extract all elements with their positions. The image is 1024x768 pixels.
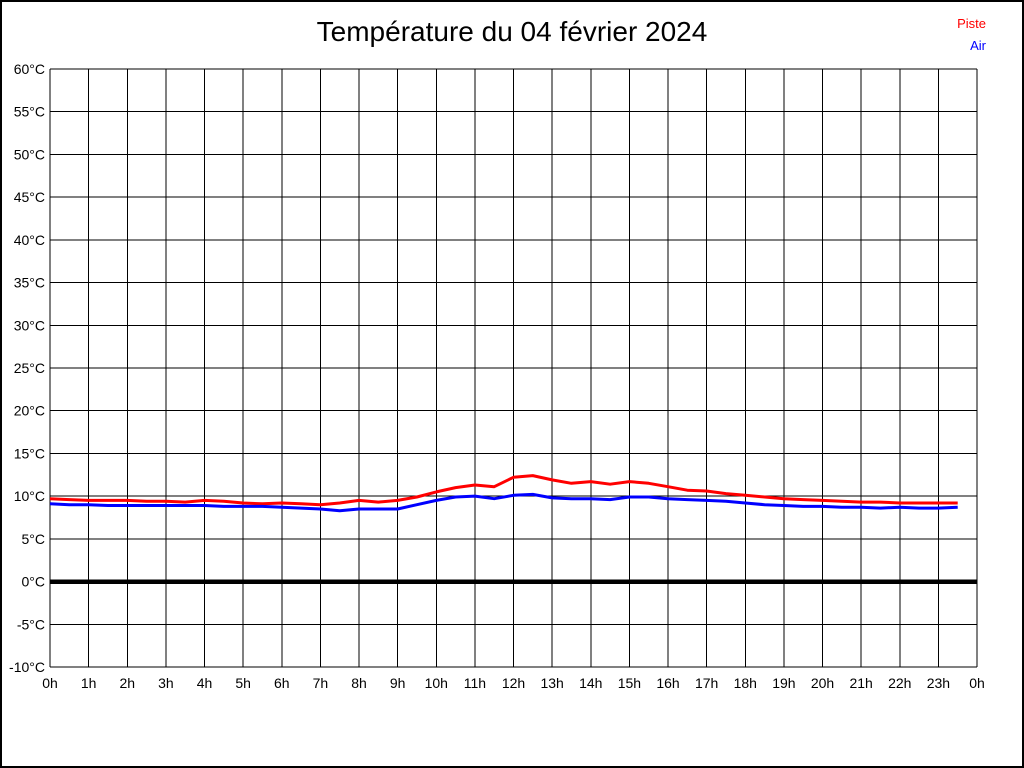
grid	[49, 68, 978, 668]
svg-text:23h: 23h	[927, 675, 950, 691]
svg-text:0h: 0h	[42, 675, 58, 691]
svg-text:55°C: 55°C	[14, 104, 45, 120]
svg-text:0°C: 0°C	[22, 574, 46, 590]
svg-text:14h: 14h	[579, 675, 602, 691]
svg-text:11h: 11h	[464, 675, 486, 691]
svg-text:0h: 0h	[969, 675, 985, 691]
svg-text:20h: 20h	[811, 675, 834, 691]
legend-item-air: Air	[970, 38, 986, 53]
svg-text:10h: 10h	[425, 675, 448, 691]
piste-line	[49, 474, 958, 507]
legend-item-piste: Piste	[957, 16, 986, 31]
svg-text:45°C: 45°C	[14, 189, 45, 205]
svg-text:3h: 3h	[158, 675, 174, 691]
svg-text:12h: 12h	[502, 675, 525, 691]
x-axis-labels: 0h 1h 2h 3h 4h 5h 6h 7h 8h 9h 10h 11h 12h 13h 14h 15h 16…	[42, 675, 985, 691]
svg-text:21h: 21h	[849, 675, 872, 691]
svg-text:15°C: 15°C	[14, 445, 45, 461]
air-line	[49, 492, 958, 513]
svg-text:10°C: 10°C	[14, 488, 45, 504]
svg-text:30°C: 30°C	[14, 317, 45, 333]
chart-title: Température du 04 février 2024	[316, 16, 708, 47]
svg-text:6h: 6h	[274, 675, 290, 691]
svg-text:9h: 9h	[390, 675, 406, 691]
svg-text:50°C: 50°C	[14, 146, 45, 162]
svg-text:5°C: 5°C	[22, 531, 46, 547]
svg-text:20°C: 20°C	[14, 403, 45, 419]
svg-text:25°C: 25°C	[14, 360, 45, 376]
legend: Piste Air	[957, 13, 986, 57]
svg-text:16h: 16h	[656, 675, 679, 691]
svg-text:5h: 5h	[235, 675, 251, 691]
svg-text:17h: 17h	[695, 675, 718, 691]
svg-text:7h: 7h	[313, 675, 329, 691]
y-axis-labels: 60°C 55°C 50°C 45°C 40°C 35°C 30°C 25°C 20°C 15°C…	[9, 61, 45, 675]
svg-text:18h: 18h	[734, 675, 757, 691]
svg-text:22h: 22h	[888, 675, 911, 691]
svg-text:19h: 19h	[772, 675, 795, 691]
svg-text:13h: 13h	[540, 675, 563, 691]
svg-text:-5°C: -5°C	[17, 616, 45, 632]
svg-text:2h: 2h	[119, 675, 135, 691]
svg-text:60°C: 60°C	[14, 61, 45, 77]
svg-text:-10°C: -10°C	[9, 659, 45, 675]
svg-text:4h: 4h	[197, 675, 213, 691]
svg-text:40°C: 40°C	[14, 232, 45, 248]
svg-text:8h: 8h	[351, 675, 367, 691]
svg-text:15h: 15h	[618, 675, 641, 691]
svg-text:1h: 1h	[81, 675, 97, 691]
svg-text:35°C: 35°C	[14, 275, 45, 291]
